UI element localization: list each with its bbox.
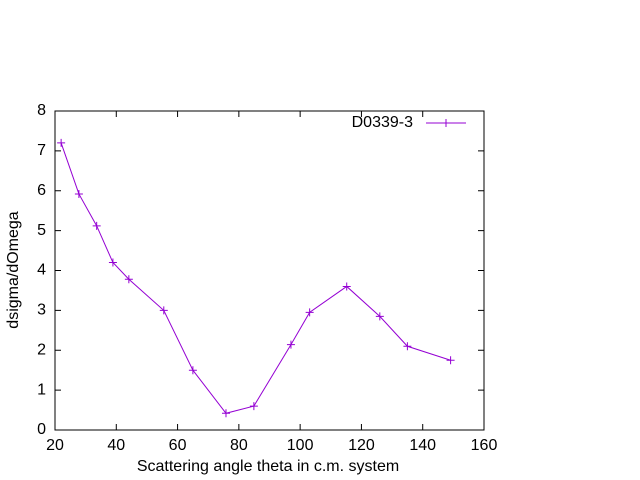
y-tick-label: 5 (37, 222, 46, 239)
x-tick-label: 20 (46, 437, 64, 454)
plot-border (54, 110, 485, 431)
y-tick-label: 1 (37, 381, 46, 398)
data-line (60, 142, 451, 414)
y-tick-label: 0 (37, 421, 46, 438)
x-tick-label: 60 (169, 437, 187, 454)
data-point (286, 340, 295, 349)
data-point (342, 282, 351, 291)
y-tick-label: 3 (37, 302, 46, 319)
x-tick-label: 160 (471, 437, 498, 454)
x-axis-label: Scattering angle theta in c.m. system (137, 458, 399, 475)
y-tick-label: 6 (37, 182, 46, 199)
y-tick-label: 2 (37, 341, 46, 358)
x-tick-label: 100 (287, 437, 314, 454)
data-point (108, 258, 117, 267)
data-point (249, 402, 258, 411)
x-tick-label: 40 (107, 437, 125, 454)
data-point (74, 189, 83, 198)
y-tick-label: 7 (37, 142, 46, 159)
data-point (188, 366, 197, 375)
x-tick-label: 120 (348, 437, 375, 454)
y-tick-label: 8 (37, 102, 46, 119)
data-point (375, 312, 384, 321)
data-point (92, 221, 101, 230)
data-point (446, 356, 455, 365)
y-axis-label: dsigma/dOmega (5, 211, 22, 328)
x-tick-label: 80 (230, 437, 248, 454)
data-point (221, 409, 230, 418)
data-point (57, 138, 66, 147)
legend-label: D0339-3 (352, 114, 413, 131)
data-point (305, 308, 314, 317)
data-point (124, 275, 133, 284)
y-tick-label: 4 (37, 262, 46, 279)
legend-marker (442, 119, 450, 127)
data-point (403, 342, 412, 351)
x-tick-label: 140 (409, 437, 436, 454)
data-point (159, 306, 168, 315)
